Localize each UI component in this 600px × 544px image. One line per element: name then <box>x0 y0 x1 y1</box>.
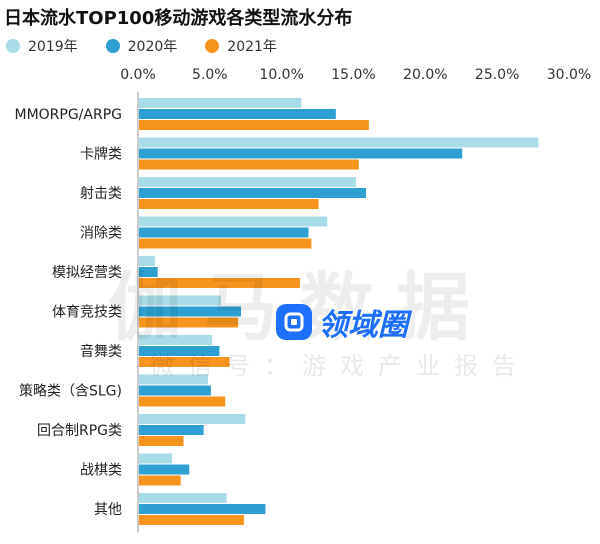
bar <box>139 515 244 525</box>
bar <box>139 374 208 385</box>
category-label: 射击类 <box>80 186 122 202</box>
legend-swatch-2021 <box>205 39 220 53</box>
bar <box>139 227 309 238</box>
bar <box>139 159 359 170</box>
bar <box>139 357 230 367</box>
legend-swatch-2019 <box>6 39 20 53</box>
x-tick-label: 15.0% <box>331 67 375 83</box>
bar <box>139 267 158 277</box>
x-tick-label: 25.0% <box>475 67 519 83</box>
bar <box>139 137 539 148</box>
category-label: 消除类 <box>80 226 122 242</box>
bar <box>139 504 266 514</box>
x-tick-label: 30.0% <box>547 67 591 83</box>
bar <box>139 98 302 108</box>
category-label: 策略类（含SLG) <box>19 383 122 400</box>
bar <box>139 335 213 345</box>
bar <box>139 256 155 266</box>
category-label: 模拟经营类 <box>52 265 122 281</box>
category-label: 音舞类 <box>80 343 122 360</box>
bar <box>139 396 226 407</box>
category-label: 卡牌类 <box>80 146 122 163</box>
x-tick-label: 5.0% <box>192 67 228 83</box>
x-tick-label: 20.0% <box>403 67 447 83</box>
legend-label-2019: 2019年 <box>28 39 78 55</box>
legend: 2019年 2020年 2021年 <box>6 36 277 56</box>
x-tick-label: 0.0% <box>120 67 156 83</box>
legend-label-2021: 2021年 <box>227 39 277 55</box>
chart-title: 日本流水TOP100移动游戏各类型流水分布 <box>4 8 353 29</box>
bar <box>139 188 366 198</box>
category-label: 其他 <box>94 502 122 518</box>
bar <box>139 317 239 328</box>
bar <box>139 475 181 486</box>
legend-swatch-2020 <box>105 39 120 53</box>
bar <box>139 295 221 306</box>
bar <box>139 109 336 119</box>
bar <box>139 120 369 130</box>
bar <box>139 493 227 503</box>
legend-item-2019: 2019年 <box>6 36 78 56</box>
bar <box>139 385 211 396</box>
category-label: MMORPG/ARPG <box>14 107 122 123</box>
bar <box>139 216 328 227</box>
x-tick-label: 10.0% <box>259 67 303 83</box>
bar <box>139 346 220 356</box>
legend-item-2021: 2021年 <box>205 36 277 56</box>
bar <box>139 306 242 317</box>
bar <box>139 177 356 187</box>
bar <box>139 199 319 209</box>
bar <box>139 453 173 464</box>
legend-item-2020: 2020年 <box>105 36 178 56</box>
bar <box>139 425 204 435</box>
category-label: 战棋类 <box>80 463 122 479</box>
bar <box>139 238 312 249</box>
bar <box>139 148 463 159</box>
category-label: 体育竞技类 <box>52 304 122 321</box>
category-label: 回合制RPG类 <box>37 423 122 439</box>
legend-label-2020: 2020年 <box>127 39 178 55</box>
bar <box>139 464 190 475</box>
bar <box>139 414 246 424</box>
bar <box>139 436 184 446</box>
bar <box>139 278 300 288</box>
